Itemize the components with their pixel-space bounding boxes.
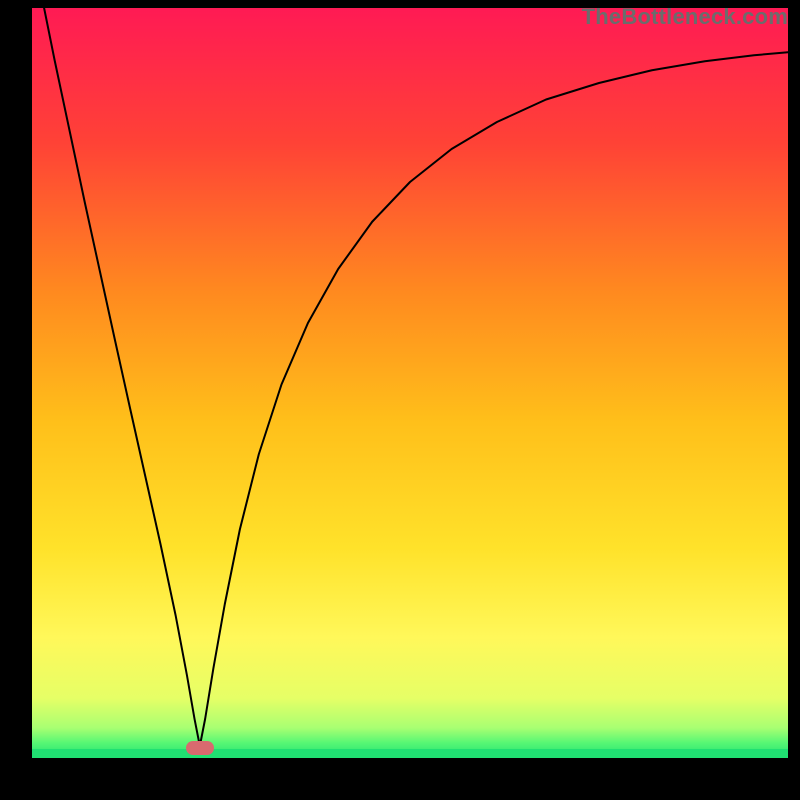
watermark-text: TheBottleneck.com bbox=[582, 4, 788, 30]
minimum-marker bbox=[186, 741, 214, 755]
bottleneck-curve bbox=[32, 8, 788, 758]
plot-area bbox=[32, 8, 788, 758]
chart-container: TheBottleneck.com bbox=[0, 0, 800, 800]
